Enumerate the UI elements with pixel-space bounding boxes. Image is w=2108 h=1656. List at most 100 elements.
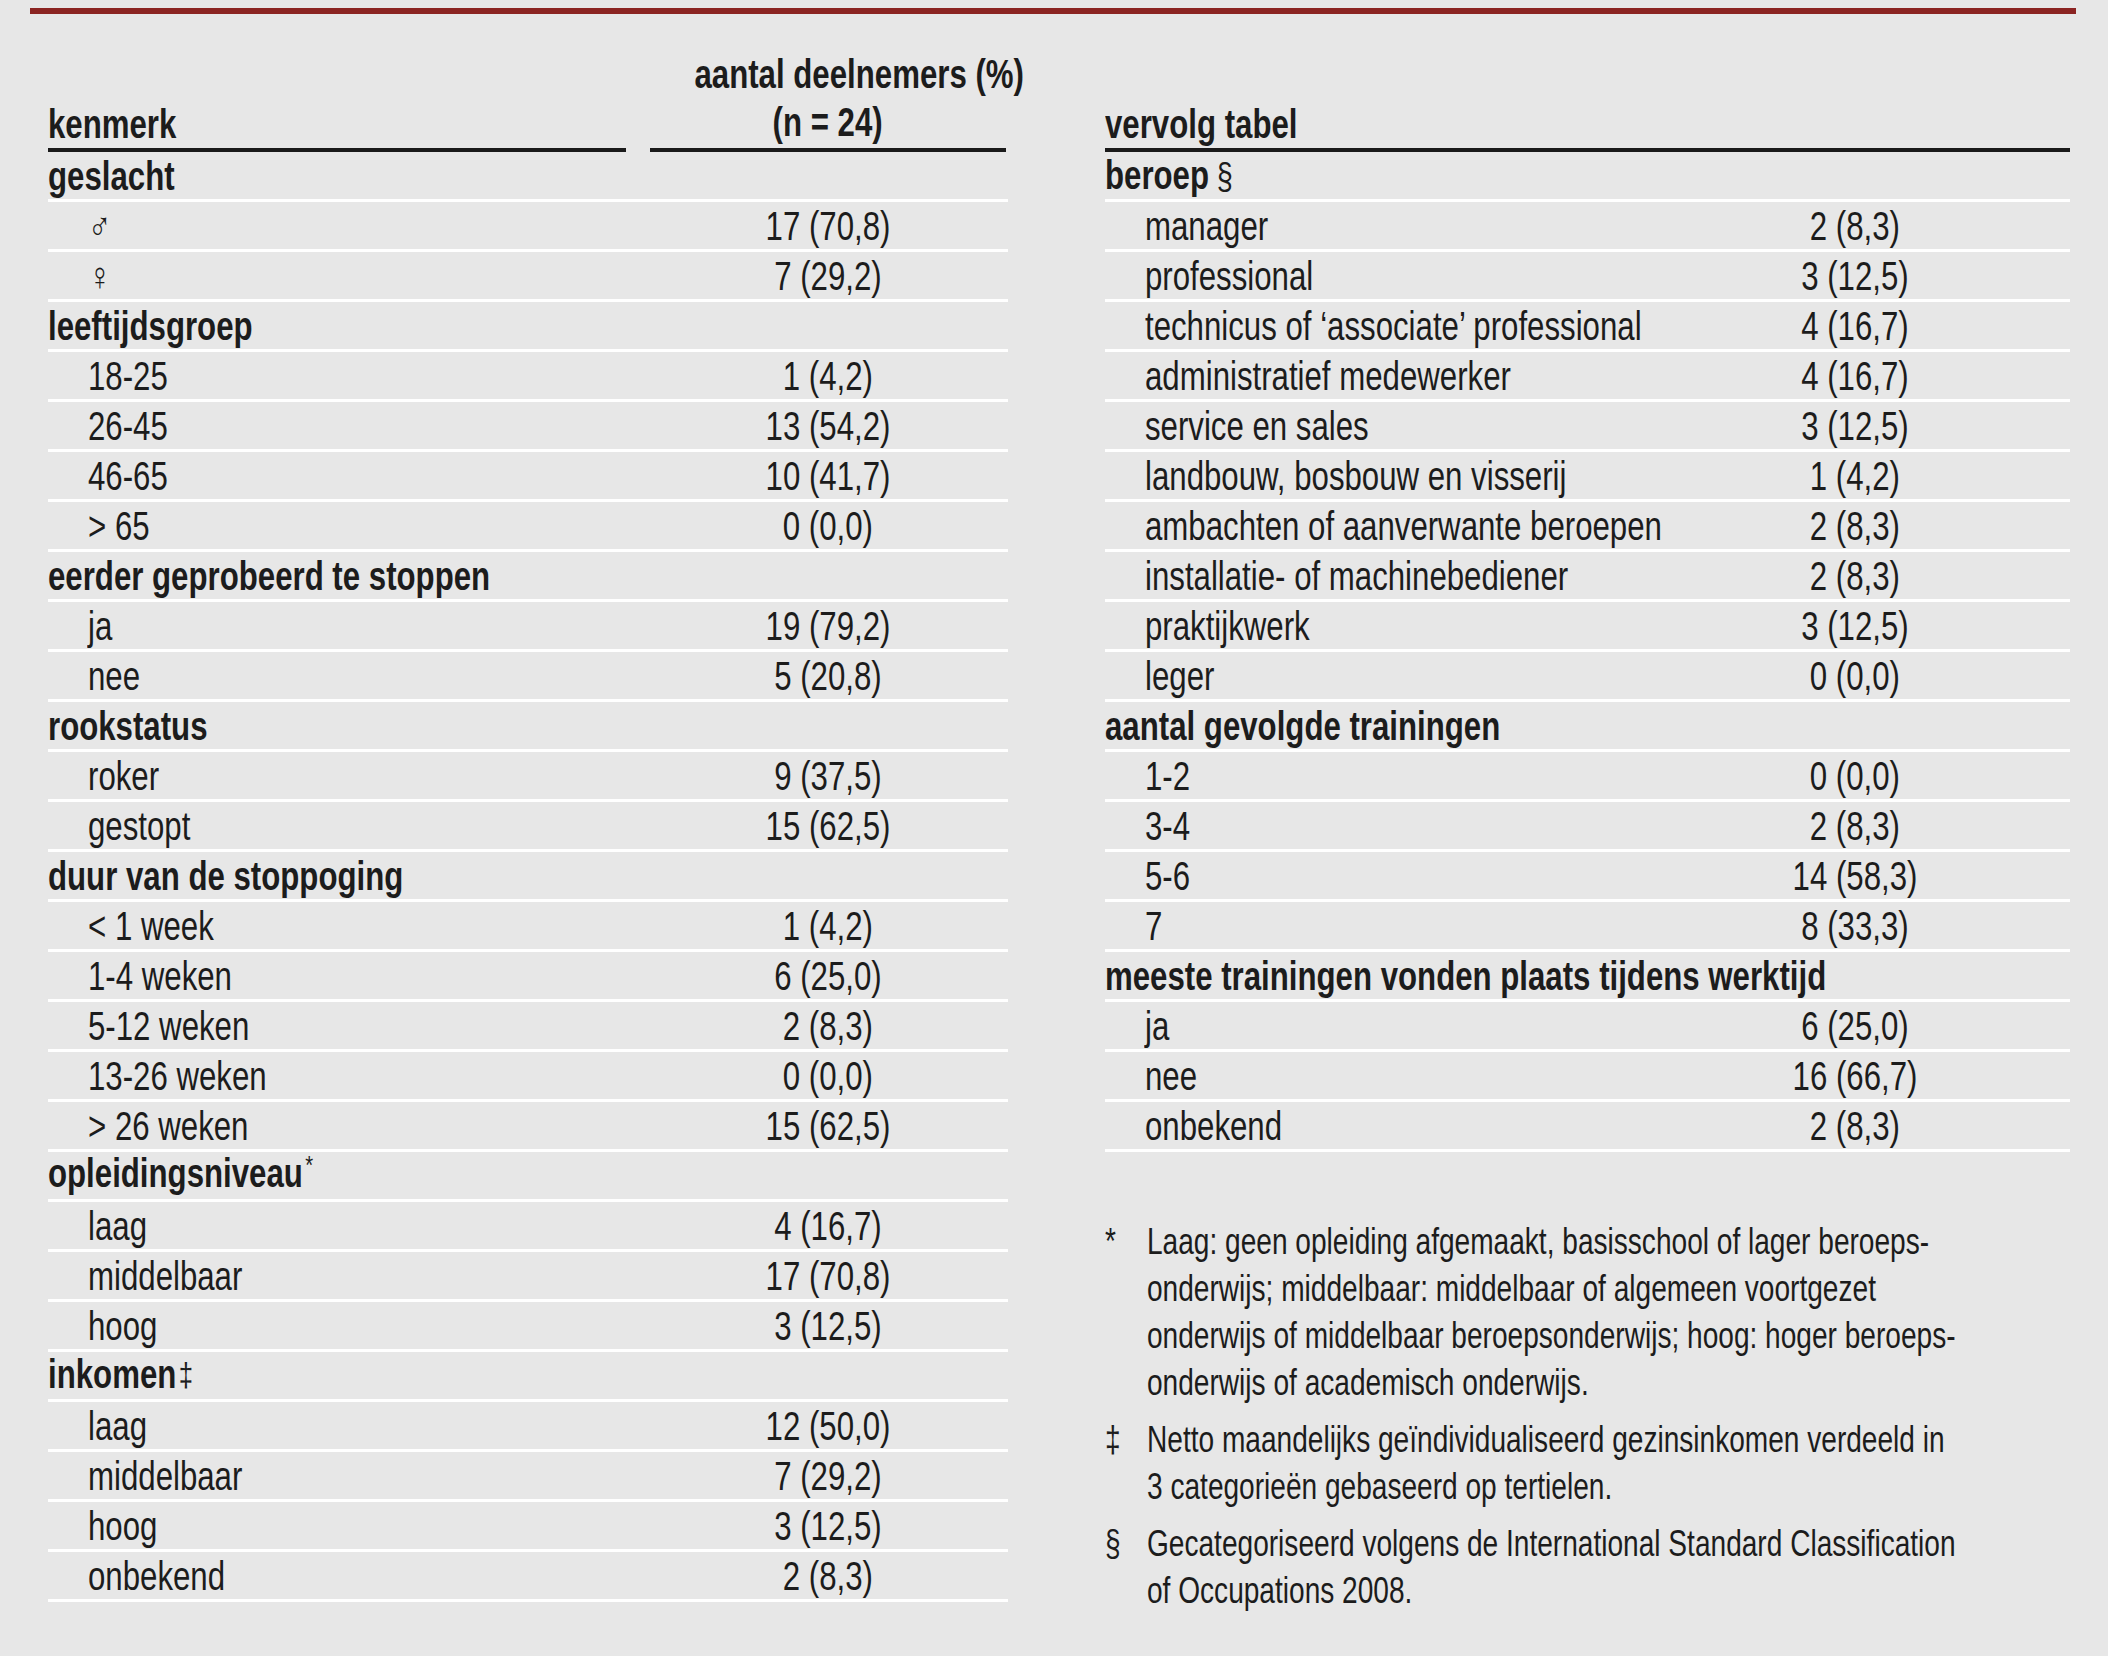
section-header-row: leeftijdsgroep: [48, 302, 1008, 352]
section-title: beroep§: [1105, 152, 1233, 200]
row-value: 14 (58,3): [1677, 852, 2033, 899]
row-label: praktijkwerk: [1145, 603, 1356, 649]
row-label: laag: [88, 1203, 164, 1249]
section-title: inkomen‡: [48, 1351, 193, 1400]
footnote-line: 3 categorieën gebaseerd op tertielen.: [1147, 1463, 2108, 1510]
row-label: hoog: [88, 1503, 177, 1549]
row-value-text: 0 (0,0): [1810, 753, 1900, 799]
row-label-text: administratief medewerker: [1145, 353, 1511, 399]
section-title: eerder geprobeerd te stoppen: [48, 553, 490, 599]
table-row: 26-4513 (54,2): [48, 402, 1008, 452]
row-label: ja: [1145, 1003, 1176, 1049]
row-label-text: hoog: [88, 1503, 157, 1549]
table-left-header: kenmerk aantal deelnemers (%) (n = 24): [48, 0, 1008, 152]
row-value-text: 3 (12,5): [774, 1503, 882, 1549]
table-row: onbekend2 (8,3): [1105, 1102, 2070, 1152]
row-label: professional: [1145, 253, 1361, 299]
row-label: laag: [88, 1403, 164, 1449]
table-row: praktijkwerk3 (12,5): [1105, 602, 2070, 652]
table-row: 78 (33,3): [1105, 902, 2070, 952]
column-header-vervolg-tabel: vervolg tabel: [1105, 102, 1352, 146]
row-label-text: roker: [88, 753, 159, 799]
row-value: 6 (25,0): [648, 952, 1008, 999]
table-row: middelbaar 17 (70,8): [48, 1252, 1008, 1302]
row-value: 7 (29,2): [648, 252, 1008, 299]
row-value: 16 (66,7): [1677, 1052, 2033, 1099]
footnote-symbol: *: [1105, 1218, 1147, 1406]
table-row: technicus of ‘associate’ professional4 (…: [1105, 302, 2070, 352]
footnote: *Laag: geen opleiding afgemaakt, basissc…: [1105, 1218, 2105, 1406]
section-title: rookstatus: [48, 703, 208, 749]
table-row: ♂17 (70,8): [48, 202, 1008, 252]
row-label: middelbaar: [88, 1253, 286, 1299]
row-value-text: 13 (54,2): [766, 403, 891, 449]
row-value-text: 2 (8,3): [1810, 1103, 1900, 1149]
row-label: service en sales: [1145, 403, 1432, 449]
row-label: 18-25: [88, 353, 190, 399]
row-label-text: > 65: [88, 503, 150, 549]
section-title: duur van de stoppoging: [48, 853, 403, 899]
table-row: laag12 (50,0): [48, 1402, 1008, 1452]
row-label: 3-4: [1145, 803, 1203, 849]
row-label: installatie- of machinebediener: [1145, 553, 1688, 599]
table-row: leger0 (0,0): [1105, 652, 2070, 702]
footnote-text: Gecategoriseerd volgens de International…: [1147, 1520, 2108, 1614]
row-value-text: 0 (0,0): [1810, 653, 1900, 699]
row-value-text: 3 (12,5): [774, 1303, 882, 1349]
table-row: installatie- of machinebediener 2 (8,3): [1105, 552, 2070, 602]
section-header-row: duur van de stoppoging: [48, 852, 1008, 902]
table-row: onbekend 2 (8,3): [48, 1552, 1008, 1602]
row-value-text: 17 (70,8): [766, 1253, 891, 1299]
table-row: nee 16 (66,7): [1105, 1052, 2070, 1102]
section-header-row: opleidingsniveau*: [48, 1152, 1008, 1202]
footnote-line-text: onderwijs; middelbaar: middelbaar of alg…: [1147, 1265, 1876, 1312]
row-label: ♂: [88, 203, 118, 249]
row-label-text: middelbaar: [88, 1253, 242, 1299]
table-row: gestopt15 (62,5): [48, 802, 1008, 852]
row-label-text: ambachten of aanverwante beroepen: [1145, 503, 1662, 549]
row-label: ja: [88, 603, 119, 649]
table-row: service en sales 3 (12,5): [1105, 402, 2070, 452]
row-value: 2 (8,3): [1677, 1102, 2033, 1149]
table-row: ja6 (25,0): [1105, 1002, 2070, 1052]
row-label: > 65: [88, 503, 167, 549]
table-row: 3-4 2 (8,3): [1105, 802, 2070, 852]
row-value-text: 2 (8,3): [1810, 553, 1900, 599]
row-value: 0 (0,0): [648, 1052, 1008, 1099]
row-value-text: 2 (8,3): [1810, 803, 1900, 849]
row-value-text: 3 (12,5): [1801, 253, 1909, 299]
row-label: 46-65: [88, 453, 190, 499]
table-row: landbouw, bosbouw en visserij1 (4,2): [1105, 452, 2070, 502]
table-row: nee5 (20,8): [48, 652, 1008, 702]
table-row: laag4 (16,7): [48, 1202, 1008, 1252]
row-value: 2 (8,3): [1677, 552, 2033, 599]
table-row: 13-26 weken0 (0,0): [48, 1052, 1008, 1102]
row-label-text: onbekend: [88, 1553, 225, 1599]
row-label: middelbaar: [88, 1453, 286, 1499]
row-value: 2 (8,3): [1677, 202, 2033, 249]
table-right-rows: beroep§manager2 (8,3)professional3 (12,5…: [1105, 152, 2070, 1152]
row-value-text: 2 (8,3): [1810, 203, 1900, 249]
row-value: 8 (33,3): [1677, 902, 2033, 949]
footnote-line-text: Gecategoriseerd volgens de International…: [1147, 1520, 1956, 1567]
row-value-text: 2 (8,3): [783, 1553, 873, 1599]
row-label-text: nee: [1145, 1053, 1197, 1099]
table-row: 46-6510 (41,7): [48, 452, 1008, 502]
table-row: 5-12 weken2 (8,3): [48, 1002, 1008, 1052]
footnote-symbol: ‡: [1105, 1416, 1147, 1510]
section-header-row: rookstatus: [48, 702, 1008, 752]
section-header-row: geslacht: [48, 152, 1008, 202]
row-label: nee: [88, 653, 155, 699]
row-value: 3 (12,5): [1677, 252, 2033, 299]
row-label: hoog: [88, 1303, 177, 1349]
table-row: hoog 3 (12,5): [48, 1502, 1008, 1552]
section-header-row: inkomen‡: [48, 1352, 1008, 1402]
row-value: 0 (0,0): [1677, 652, 2033, 699]
row-value-text: 7 (29,2): [774, 1453, 882, 1499]
row-value-text: 3 (12,5): [1801, 403, 1909, 449]
table-row: 1-20 (0,0): [1105, 752, 2070, 802]
row-label: roker: [88, 753, 179, 799]
footnote-line-text: 3 categorieën gebaseerd op tertielen.: [1147, 1463, 1612, 1510]
row-value-text: 15 (62,5): [766, 803, 891, 849]
footnotes: *Laag: geen opleiding afgemaakt, basissc…: [1105, 1218, 2105, 1624]
